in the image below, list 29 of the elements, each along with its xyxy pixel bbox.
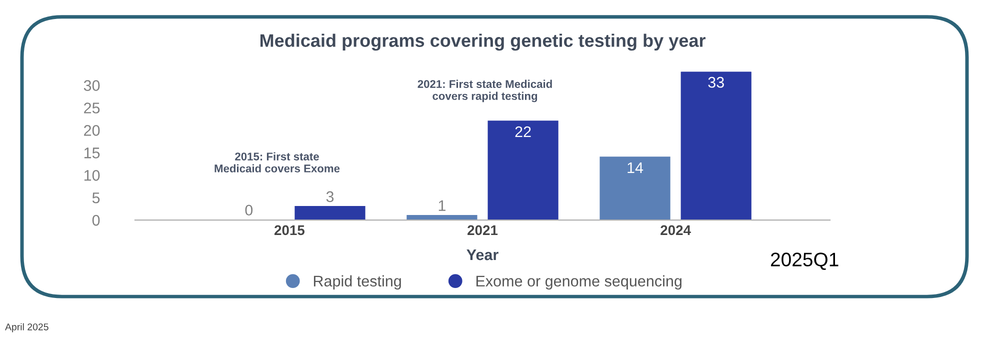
text: 2025Q1 bbox=[770, 252, 838, 270]
x-tick-label: 2015 bbox=[274, 225, 305, 236]
x-tick-label: 2021 bbox=[468, 225, 498, 236]
y-tick-label: 10 bbox=[84, 170, 100, 181]
bar bbox=[406, 215, 478, 220]
data-label: 0 bbox=[245, 204, 253, 216]
bar bbox=[600, 156, 670, 220]
y-tick-label: 15 bbox=[84, 148, 100, 158]
bar bbox=[488, 120, 558, 220]
text: April 2025 bbox=[5, 323, 48, 332]
chart-title: Medicaid programs covering genetic testing by year bbox=[260, 34, 706, 51]
data-label: 33 bbox=[708, 76, 724, 88]
y-tick-label: 0 bbox=[92, 214, 100, 226]
data-label: 22 bbox=[515, 126, 531, 138]
annotation: 2015: First state Medicaid covers Exome bbox=[214, 152, 340, 172]
bar bbox=[294, 206, 366, 220]
data-label: 3 bbox=[326, 191, 334, 202]
y-tick-label: 20 bbox=[84, 125, 100, 136]
legend-label: Rapid testing bbox=[314, 275, 401, 290]
annotation: 2021: First state Medicaid covers rapid testing bbox=[418, 80, 552, 102]
legend-label: Exome or genome sequencing bbox=[476, 275, 682, 290]
data-label: 14 bbox=[628, 162, 644, 173]
data-label: 1 bbox=[438, 200, 446, 211]
y-tick-label: 25 bbox=[84, 102, 100, 114]
y-tick-label: 30 bbox=[84, 80, 100, 91]
x-tick-label: 2024 bbox=[660, 225, 691, 236]
x-axis-title: Year bbox=[466, 250, 498, 260]
bar bbox=[680, 72, 752, 220]
y-tick-label: 5 bbox=[92, 192, 100, 204]
